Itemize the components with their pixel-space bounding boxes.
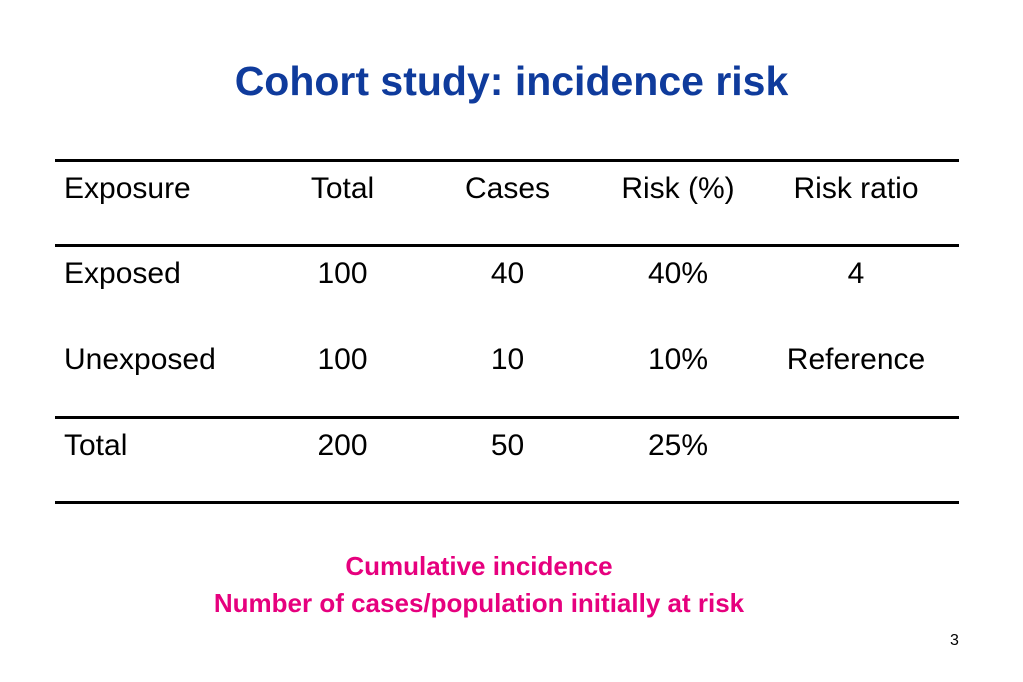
table-total-rule: [55, 416, 959, 419]
row-total-risk: 25%: [647, 429, 709, 462]
note-definition: Number of cases/population initially at …: [213, 588, 745, 618]
row-exposed-cases: 40: [490, 257, 525, 290]
row-exposed-exposure: Exposed: [64, 257, 181, 290]
row-unexposed-cases: 10: [490, 343, 525, 376]
row-unexposed-risk-ratio: Reference: [786, 343, 926, 376]
header-exposure: Exposure: [64, 172, 191, 205]
header-risk: Risk (%): [621, 172, 735, 205]
table-header-rule: [55, 244, 959, 247]
row-exposed-risk: 40%: [647, 257, 709, 290]
row-total-cases: 50: [490, 429, 525, 462]
row-exposed-risk-ratio: 4: [847, 257, 865, 290]
note-cumulative-incidence: Cumulative incidence: [345, 551, 613, 581]
row-exposed-total: 100: [317, 257, 368, 290]
table-bottom-rule: [55, 501, 959, 504]
row-unexposed-exposure: Unexposed: [64, 343, 216, 376]
header-cases: Cases: [464, 172, 551, 205]
row-unexposed-total: 100: [317, 343, 368, 376]
header-total: Total: [310, 172, 375, 205]
row-total-exposure: Total: [64, 429, 128, 462]
page-number: 3: [950, 632, 959, 649]
row-total-total: 200: [317, 429, 368, 462]
slide-title: Cohort study: incidence risk: [234, 58, 789, 104]
row-unexposed-risk: 10%: [647, 343, 709, 376]
header-risk-ratio: Risk ratio: [793, 172, 919, 205]
table-top-rule: [55, 159, 959, 162]
